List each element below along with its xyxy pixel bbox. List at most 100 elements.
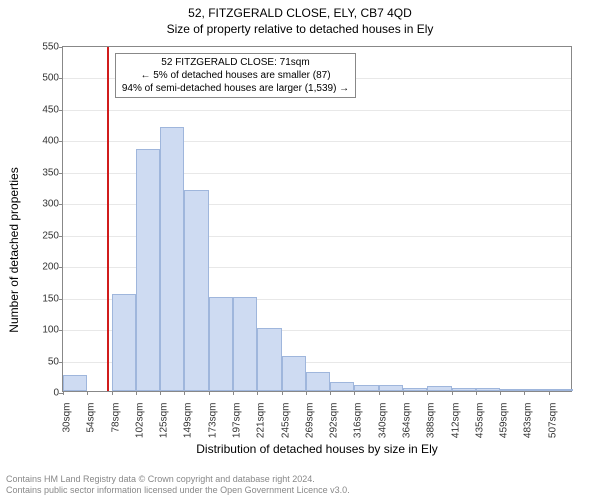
x-tick-mark <box>112 391 113 395</box>
y-tick-label: 400 <box>42 136 59 147</box>
histogram-chart: 05010015020025030035040045050055030sqm54… <box>62 46 572 426</box>
x-tick-label: 483sqm <box>523 403 534 439</box>
x-tick-label: 125sqm <box>159 403 170 439</box>
y-tick-label: 250 <box>42 230 59 241</box>
histogram-bar <box>233 297 257 391</box>
x-tick-label: 340sqm <box>377 403 388 439</box>
x-tick-mark <box>63 391 64 395</box>
y-tick-mark <box>59 47 63 48</box>
annotation-line3: 94% of semi-detached houses are larger (… <box>122 82 349 95</box>
y-tick-label: 200 <box>42 262 59 273</box>
x-tick-mark <box>524 391 525 395</box>
grid-line <box>63 110 571 111</box>
x-tick-label: 173sqm <box>207 403 218 439</box>
histogram-bar <box>427 386 451 391</box>
x-tick-label: 149sqm <box>183 403 194 439</box>
histogram-bar <box>136 149 160 391</box>
histogram-bar <box>282 356 306 391</box>
page-title: 52, FITZGERALD CLOSE, ELY, CB7 4QD <box>0 6 600 20</box>
annotation-line2: ← 5% of detached houses are smaller (87) <box>122 69 349 82</box>
y-tick-label: 300 <box>42 199 59 210</box>
histogram-bar <box>160 127 184 391</box>
x-tick-label: 507sqm <box>547 403 558 439</box>
property-marker-line <box>107 47 109 391</box>
y-tick-mark <box>59 330 63 331</box>
x-tick-label: 435sqm <box>474 403 485 439</box>
y-tick-mark <box>59 236 63 237</box>
y-tick-mark <box>59 78 63 79</box>
y-tick-label: 100 <box>42 325 59 336</box>
y-tick-mark <box>59 141 63 142</box>
x-tick-mark <box>476 391 477 395</box>
histogram-bar <box>403 388 427 391</box>
histogram-bar <box>184 190 208 391</box>
x-tick-label: 54sqm <box>86 403 97 433</box>
grid-line <box>63 141 571 142</box>
x-tick-mark <box>257 391 258 395</box>
x-tick-mark <box>209 391 210 395</box>
x-tick-label: 412sqm <box>450 403 461 439</box>
y-tick-mark <box>59 110 63 111</box>
page-subtitle: Size of property relative to detached ho… <box>0 22 600 36</box>
y-axis-label: Number of detached properties <box>7 167 21 332</box>
x-tick-mark <box>549 391 550 395</box>
x-tick-mark <box>379 391 380 395</box>
plot-area: 05010015020025030035040045050055030sqm54… <box>62 46 572 392</box>
annotation-box: 52 FITZGERALD CLOSE: 71sqm← 5% of detach… <box>115 53 356 98</box>
x-tick-label: 245sqm <box>280 403 291 439</box>
x-tick-label: 292sqm <box>329 403 340 439</box>
footer-attribution: Contains HM Land Registry data © Crown c… <box>6 474 350 496</box>
x-tick-label: 78sqm <box>110 403 121 433</box>
y-tick-mark <box>59 267 63 268</box>
x-tick-label: 459sqm <box>499 403 510 439</box>
x-tick-mark <box>330 391 331 395</box>
histogram-bar <box>524 389 548 391</box>
y-tick-label: 550 <box>42 42 59 53</box>
y-tick-label: 350 <box>42 167 59 178</box>
histogram-bar <box>476 388 500 391</box>
x-tick-mark <box>136 391 137 395</box>
y-tick-label: 50 <box>48 356 59 367</box>
histogram-bar <box>379 385 403 391</box>
x-tick-label: 364sqm <box>402 403 413 439</box>
y-tick-mark <box>59 173 63 174</box>
x-tick-mark <box>452 391 453 395</box>
annotation-line1: 52 FITZGERALD CLOSE: 71sqm <box>122 56 349 69</box>
y-tick-label: 500 <box>42 73 59 84</box>
x-tick-label: 269sqm <box>304 403 315 439</box>
x-tick-label: 221sqm <box>256 403 267 439</box>
x-tick-mark <box>160 391 161 395</box>
histogram-bar <box>209 297 233 391</box>
histogram-bar <box>500 389 524 391</box>
x-tick-mark <box>403 391 404 395</box>
footer-line-1: Contains HM Land Registry data © Crown c… <box>6 474 350 485</box>
y-tick-mark <box>59 299 63 300</box>
x-tick-mark <box>282 391 283 395</box>
x-tick-mark <box>427 391 428 395</box>
x-tick-mark <box>184 391 185 395</box>
histogram-bar <box>306 372 330 391</box>
x-tick-mark <box>87 391 88 395</box>
x-tick-label: 102sqm <box>134 403 145 439</box>
x-tick-mark <box>500 391 501 395</box>
histogram-bar <box>549 389 573 391</box>
histogram-bar <box>63 375 87 391</box>
histogram-bar <box>330 382 354 391</box>
footer-line-2: Contains public sector information licen… <box>6 485 350 496</box>
x-tick-mark <box>306 391 307 395</box>
x-tick-mark <box>354 391 355 395</box>
y-tick-mark <box>59 204 63 205</box>
y-tick-label: 0 <box>53 388 59 399</box>
x-tick-mark <box>233 391 234 395</box>
x-tick-label: 197sqm <box>232 403 243 439</box>
histogram-bar <box>112 294 136 392</box>
histogram-bar <box>257 328 281 391</box>
x-axis-label: Distribution of detached houses by size … <box>62 442 572 456</box>
y-tick-label: 150 <box>42 293 59 304</box>
histogram-bar <box>354 385 378 391</box>
x-tick-label: 30sqm <box>62 403 73 433</box>
title-group: 52, FITZGERALD CLOSE, ELY, CB7 4QD Size … <box>0 6 600 36</box>
x-tick-label: 316sqm <box>353 403 364 439</box>
histogram-bar <box>452 388 476 391</box>
y-tick-label: 450 <box>42 104 59 115</box>
